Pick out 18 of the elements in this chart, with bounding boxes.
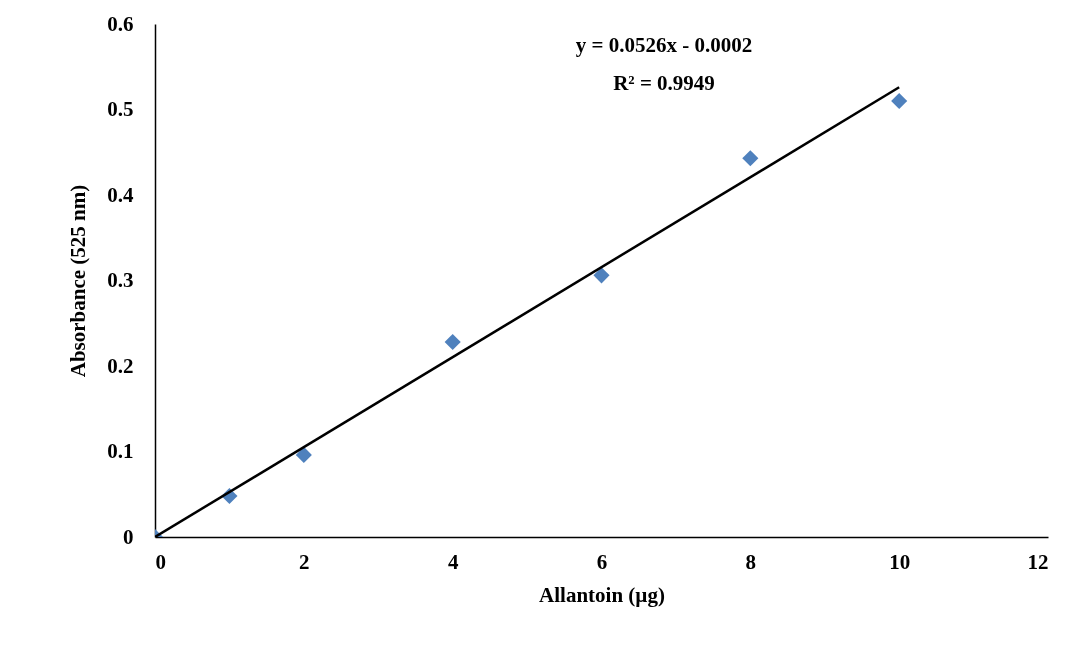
annotation: R² = 0.9949	[613, 71, 715, 95]
y-tick-label: 0.2	[107, 353, 134, 378]
y-tick-label: 0.3	[107, 268, 134, 292]
annotation: y = 0.0526x - 0.0002	[575, 33, 753, 57]
y-axis-title: Absorbance (525 nm)	[66, 184, 91, 378]
y-tick-label: 0.1	[107, 439, 134, 463]
x-axis-title: Allantoin (µg)	[539, 582, 665, 607]
x-tick-label: 2	[299, 549, 310, 574]
y-tick-label: 0.6	[107, 11, 134, 36]
x-tick-label: 10	[889, 549, 911, 574]
x-tick-label: 4	[447, 549, 459, 574]
x-tick-label: 0	[155, 549, 166, 574]
x-tick-label: 6	[596, 549, 608, 574]
y-tick-label: 0.5	[107, 97, 134, 121]
y-tick-label: 0.4	[107, 182, 134, 207]
y-tick-label: 0	[123, 524, 134, 549]
x-tick-label: 8	[745, 549, 757, 574]
x-tick-label: 12	[1027, 549, 1049, 574]
